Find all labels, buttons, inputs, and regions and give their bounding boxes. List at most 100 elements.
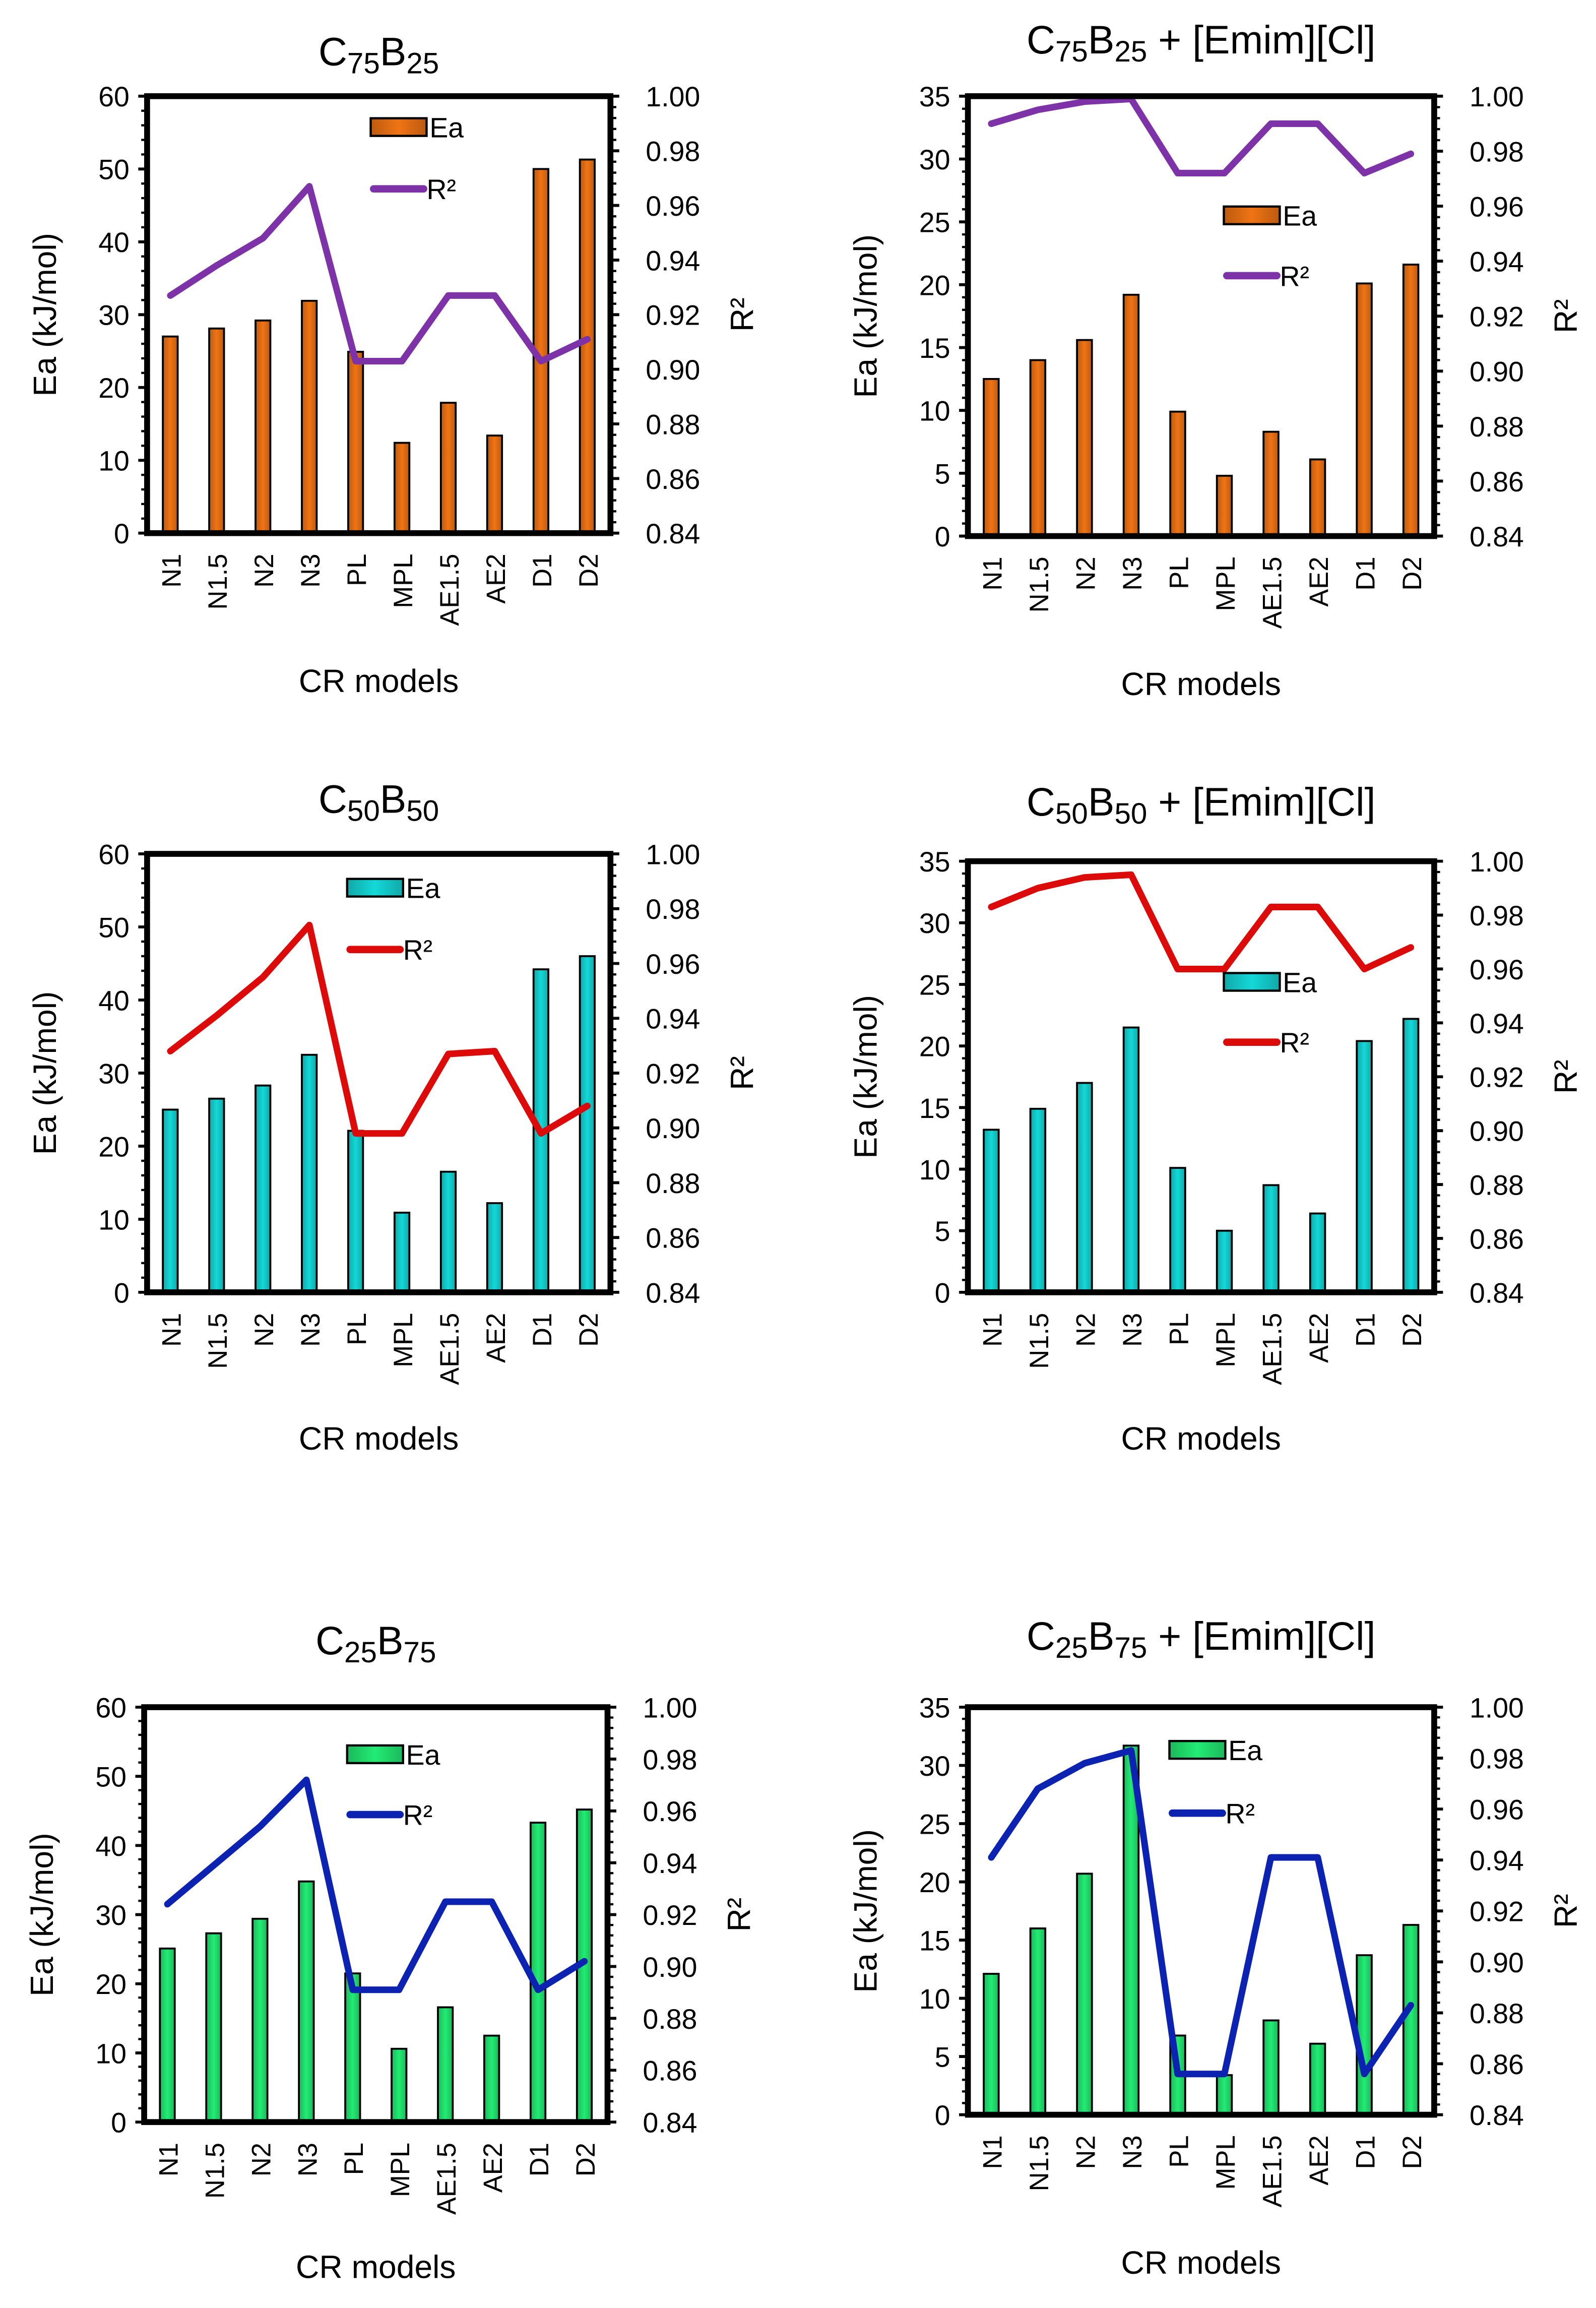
x-tick-label: N1.5 — [1025, 1313, 1054, 1369]
r2-point-D2 — [584, 1961, 585, 1962]
bar-N2 — [1076, 339, 1093, 537]
y2-tick-label: 0.96 — [646, 949, 700, 980]
y2-axis-label: R² — [721, 1898, 757, 1932]
bar-AE2 — [486, 1202, 503, 1293]
bar-D2 — [1402, 1924, 1420, 2116]
bar-AE2 — [483, 2034, 500, 2124]
y2-tick-label: 0.88 — [1470, 1169, 1524, 1201]
x-tick-label: N1 — [978, 556, 1007, 590]
x-tick-label: N1.5 — [1025, 556, 1054, 612]
y-tick-label: 5 — [935, 1216, 950, 1247]
title-subscript: 50 — [1055, 797, 1088, 830]
bar-PL — [1169, 410, 1186, 537]
y2-tick-label: 0.88 — [1470, 1998, 1524, 2029]
y2-tick-label: 0.96 — [1470, 954, 1524, 985]
y2-axis-label: R² — [1548, 1894, 1584, 1928]
y-tick-label: 60 — [98, 839, 130, 870]
x-tick-label: D2 — [571, 2143, 601, 2176]
bar-PL — [344, 1972, 361, 2124]
x-tick-label: D1 — [525, 2143, 554, 2176]
x-tick-label: PL — [1164, 556, 1194, 589]
title-subscript: 75 — [1114, 1632, 1147, 1664]
title-text: B — [1088, 1614, 1115, 1658]
y2-tick-label: 0.94 — [1470, 246, 1524, 278]
bar-D2 — [579, 158, 596, 534]
x-tick-label: AE2 — [481, 554, 511, 604]
y2-tick-label: 0.84 — [1470, 521, 1524, 552]
x-tick-label: N2 — [249, 554, 279, 588]
bar-D2 — [1402, 1018, 1420, 1293]
y-tick-label: 30 — [919, 1751, 950, 1782]
x-tick-label: N3 — [1118, 556, 1147, 590]
y2-tick-label: 1.00 — [646, 81, 700, 112]
y2-tick-label: 0.84 — [646, 518, 700, 549]
y2-tick-label: 0.92 — [1470, 1896, 1524, 1927]
y-tick-label: 15 — [919, 1925, 950, 1956]
y2-tick-label: 0.84 — [1470, 1277, 1524, 1308]
y2-tick-label: 0.94 — [643, 1848, 697, 1879]
x-tick-label: N1.5 — [203, 554, 233, 610]
chart-panel: C25B75 + [Emim][Cl]051015202530350.840.8… — [848, 1614, 1584, 2281]
bar-N3 — [301, 299, 318, 534]
y2-tick-label: 0.90 — [1470, 1116, 1524, 1147]
chart-panel: C50B5001020304050600.840.860.880.900.920… — [27, 777, 760, 1457]
bar-AE2 — [1309, 458, 1326, 537]
bar-AE1.5 — [439, 1170, 457, 1293]
y-tick-label: 0 — [935, 2100, 950, 2131]
r2-point-N2 — [1084, 101, 1085, 102]
y2-tick-label: 0.84 — [646, 1277, 700, 1308]
y2-tick-label: 0.94 — [1470, 1008, 1524, 1039]
legend-label-ea: Ea — [1283, 201, 1317, 232]
bar-N1 — [162, 1108, 179, 1293]
x-tick-label: D2 — [574, 1313, 604, 1347]
title-text: C — [1027, 1614, 1055, 1658]
x-tick-label: D1 — [1351, 1313, 1381, 1347]
bar-AE1.5 — [1262, 1184, 1280, 1293]
title-text: + [Emim][Cl] — [1147, 18, 1375, 62]
x-tick-label: N2 — [246, 2143, 276, 2176]
title-subscript: 25 — [344, 1636, 377, 1669]
y2-tick-label: 0.96 — [1470, 1794, 1524, 1826]
x-tick-label: PL — [1164, 1313, 1194, 1345]
x-tick-label: AE1.5 — [1258, 1313, 1288, 1385]
y2-tick-label: 0.98 — [646, 136, 700, 167]
legend-label-ea: Ea — [1283, 967, 1317, 998]
x-tick-label: AE1.5 — [432, 2143, 462, 2215]
y2-tick-label: 0.98 — [646, 894, 700, 925]
x-tick-label: AE1.5 — [1258, 2135, 1288, 2207]
y-axis-label: Ea (kJ/mol) — [24, 1833, 60, 1997]
title-text: + [Emim][Cl] — [1147, 780, 1375, 824]
bar-MPL — [391, 2047, 408, 2124]
title-subscript: 75 — [347, 47, 380, 80]
y2-axis-label: R² — [724, 297, 760, 332]
x-tick-label: AE1.5 — [435, 1313, 465, 1385]
x-tick-label: AE1.5 — [435, 554, 465, 626]
y-axis-label: Ea (kJ/mol) — [848, 1829, 884, 1993]
y2-tick-label: 0.92 — [646, 1058, 700, 1089]
y2-tick-label: 0.92 — [1470, 301, 1524, 333]
bar-AE1.5 — [439, 402, 457, 534]
title-subscript: 50 — [347, 795, 380, 828]
title-text: C — [318, 30, 347, 74]
x-tick-label: D1 — [528, 554, 557, 588]
y-axis-label: Ea (kJ/mol) — [27, 233, 63, 397]
y2-tick-label: 0.94 — [646, 1004, 700, 1035]
y2-tick-label: 0.90 — [1470, 356, 1524, 388]
r2-point-N1 — [167, 1904, 168, 1905]
x-tick-label: MPL — [1211, 2135, 1241, 2190]
x-tick-label: D1 — [1351, 2135, 1381, 2169]
bar-MPL — [393, 442, 411, 534]
chart-title: C25B75 — [315, 1618, 436, 1669]
bar-PL — [347, 351, 364, 534]
y2-tick-label: 0.88 — [646, 409, 700, 440]
y-tick-label: 30 — [919, 144, 950, 175]
x-tick-label: N1 — [157, 554, 186, 588]
y-tick-label: 0 — [114, 518, 130, 549]
y2-tick-label: 0.96 — [643, 1796, 697, 1827]
y2-tick-label: 0.96 — [1470, 191, 1524, 222]
x-tick-label: N3 — [1118, 2135, 1147, 2169]
y-tick-label: 0 — [114, 1277, 130, 1308]
x-tick-label: N1 — [154, 2143, 183, 2176]
x-tick-label: MPL — [386, 2143, 415, 2197]
bar-D2 — [1402, 264, 1420, 537]
